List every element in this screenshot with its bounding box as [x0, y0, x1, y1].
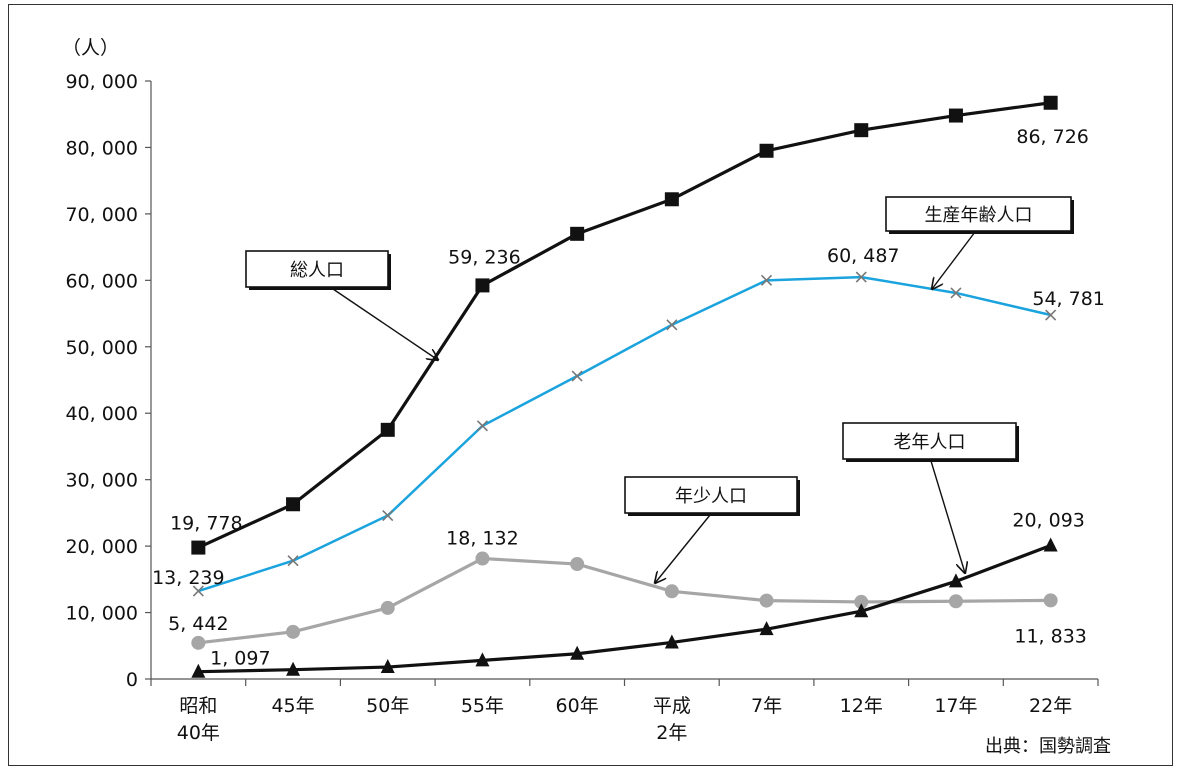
data-point-生産年齢人口-8	[950, 287, 962, 299]
x-tick-label: 22年	[1029, 695, 1072, 717]
y-tick-label: 10, 000	[65, 603, 138, 625]
x-tick-label: 7年	[751, 695, 782, 717]
callout-label: 生産年齢人口	[925, 205, 1033, 226]
callout-arrow	[655, 514, 711, 583]
data-label-年少人口: 5, 442	[168, 613, 228, 635]
data-label-総人口: 59, 236	[448, 246, 521, 268]
data-point-総人口-6	[759, 143, 774, 158]
data-point-生産年齢人口-3	[476, 420, 489, 432]
data-point-総人口-9	[1043, 95, 1058, 110]
data-point-年少人口-2	[380, 600, 395, 615]
callout-box	[885, 196, 1072, 232]
callout-arrow	[930, 460, 965, 573]
x-tick-label: 60年	[556, 695, 599, 717]
callout-label: 総人口	[290, 260, 344, 281]
series-line-年少人口	[198, 556, 1051, 645]
data-point-年少人口-1	[286, 624, 301, 639]
data-point-老年人口-1	[286, 661, 301, 676]
data-point-年少人口-0	[191, 635, 206, 650]
data-label-生産年齢人口: 13, 239	[152, 567, 225, 589]
callout-arrow	[932, 231, 976, 289]
x-tick-label: 45年	[271, 695, 314, 717]
series-line-老年人口	[198, 543, 1052, 674]
data-label-老年人口: 1, 097	[210, 648, 270, 670]
data-point-老年人口-5	[664, 634, 679, 649]
data-point-生産年齢人口-6	[760, 274, 773, 286]
source-note: 出典：国勢調査	[985, 736, 1111, 757]
data-point-老年人口-9	[1043, 537, 1058, 552]
x-tick-label: 55年	[461, 695, 504, 717]
x-tick-label: 50年	[366, 695, 409, 717]
x-tick-label: 昭和	[179, 695, 217, 717]
data-point-老年人口-8	[948, 573, 963, 588]
y-tick-label: 60, 000	[65, 270, 138, 292]
y-tick-label: 0	[126, 669, 138, 691]
data-label-生産年齢人口: 54, 781	[1032, 288, 1105, 310]
series-line-総人口	[197, 101, 1051, 550]
data-point-総人口-8	[948, 108, 963, 123]
data-point-生産年齢人口-2	[382, 509, 394, 522]
callout-arrow	[332, 288, 438, 360]
x-tick-label: 平成	[653, 695, 691, 717]
y-tick-label: 40, 000	[65, 403, 138, 425]
data-label-老年人口: 20, 093	[1012, 509, 1085, 531]
data-point-年少人口-7	[854, 594, 869, 609]
y-unit-label: （人）	[62, 37, 119, 59]
data-point-総人口-5	[664, 192, 679, 207]
data-point-老年人口-7	[854, 603, 869, 618]
x-tick-label: 12年	[840, 695, 883, 717]
x-tick-label-line2: 40年	[177, 722, 220, 744]
y-tick-label: 90, 000	[65, 71, 138, 93]
data-point-年少人口-8	[948, 594, 963, 609]
data-label-総人口: 19, 778	[170, 513, 243, 535]
data-point-年少人口-6	[759, 593, 774, 608]
data-point-生産年齢人口-1	[287, 555, 299, 567]
data-point-生産年齢人口-5	[666, 319, 678, 331]
data-point-老年人口-0	[191, 663, 206, 678]
data-point-年少人口-3	[475, 551, 490, 566]
data-point-生産年齢人口-7	[855, 271, 867, 283]
data-point-老年人口-6	[759, 621, 774, 636]
callout-box	[245, 250, 389, 288]
y-tick-label: 70, 000	[65, 204, 138, 226]
data-point-総人口-4	[570, 226, 585, 241]
data-point-老年人口-2	[380, 659, 395, 674]
data-label-年少人口: 11, 833	[1014, 625, 1087, 647]
y-tick-label: 20, 000	[65, 536, 138, 558]
y-tick-label: 30, 000	[65, 470, 138, 492]
data-point-生産年齢人口-0	[192, 585, 204, 597]
y-tick-label: 50, 000	[65, 337, 138, 359]
data-point-総人口-0	[191, 540, 206, 555]
data-point-総人口-3	[475, 278, 490, 293]
data-point-生産年齢人口-9	[1045, 309, 1057, 321]
y-tick-label: 80, 000	[65, 137, 138, 159]
callout-label: 年少人口	[675, 486, 747, 507]
x-tick-label: 17年	[934, 695, 977, 717]
data-point-年少人口-9	[1043, 593, 1058, 608]
data-point-総人口-1	[286, 497, 301, 512]
data-label-生産年齢人口: 60, 487	[827, 245, 900, 267]
data-point-総人口-2	[380, 422, 395, 437]
callout-box	[624, 476, 798, 514]
data-point-生産年齢人口-4	[571, 370, 583, 382]
data-label-総人口: 86, 726	[1016, 126, 1089, 148]
data-point-総人口-7	[854, 123, 869, 138]
data-point-年少人口-4	[570, 557, 585, 572]
data-point-老年人口-4	[570, 645, 585, 660]
callout-label: 老年人口	[894, 432, 966, 453]
data-point-年少人口-5	[664, 584, 679, 599]
data-point-老年人口-3	[475, 652, 490, 667]
callout-box	[842, 422, 1017, 460]
x-tick-label-line2: 2年	[656, 722, 687, 744]
series-line-生産年齢人口	[197, 275, 1051, 593]
data-label-年少人口: 18, 132	[446, 528, 519, 550]
